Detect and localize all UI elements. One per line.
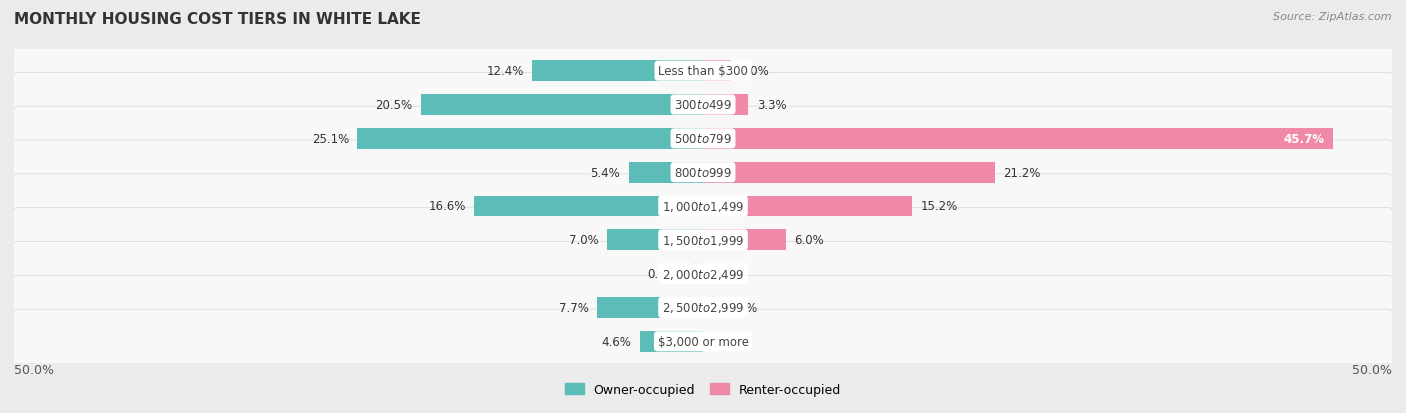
Text: 7.0%: 7.0% [568, 234, 599, 247]
Text: 4.6%: 4.6% [602, 335, 631, 348]
Bar [692, 263, 703, 285]
Bar [703, 95, 748, 116]
Text: $1,000 to $1,499: $1,000 to $1,499 [662, 199, 744, 214]
FancyBboxPatch shape [13, 141, 1393, 205]
Bar [640, 331, 703, 352]
Bar [598, 297, 703, 318]
FancyBboxPatch shape [13, 275, 1393, 340]
Text: 3.3%: 3.3% [756, 99, 786, 112]
Text: 20.5%: 20.5% [375, 99, 412, 112]
Text: $500 to $799: $500 to $799 [673, 133, 733, 145]
FancyBboxPatch shape [13, 73, 1393, 138]
Bar [357, 128, 703, 150]
Text: 6.0%: 6.0% [794, 234, 824, 247]
Bar [703, 230, 786, 251]
FancyBboxPatch shape [13, 107, 1393, 171]
Bar [703, 297, 711, 318]
Text: $2,500 to $2,999: $2,500 to $2,999 [662, 301, 744, 315]
FancyBboxPatch shape [13, 39, 1393, 104]
Text: 45.7%: 45.7% [1284, 133, 1324, 145]
Text: $800 to $999: $800 to $999 [673, 166, 733, 179]
Text: 15.2%: 15.2% [921, 200, 957, 213]
Text: 0.77%: 0.77% [647, 268, 685, 280]
Text: 21.2%: 21.2% [1004, 166, 1040, 179]
Text: 12.4%: 12.4% [486, 65, 524, 78]
Text: 0.0%: 0.0% [711, 335, 741, 348]
Text: 7.7%: 7.7% [558, 301, 589, 314]
Text: 16.6%: 16.6% [429, 200, 465, 213]
Bar [628, 162, 703, 183]
Text: 5.4%: 5.4% [591, 166, 620, 179]
Text: 25.1%: 25.1% [312, 133, 349, 145]
Bar [703, 162, 995, 183]
Text: $2,000 to $2,499: $2,000 to $2,499 [662, 267, 744, 281]
FancyBboxPatch shape [13, 174, 1393, 239]
Text: Less than $300: Less than $300 [658, 65, 748, 78]
Bar [420, 95, 703, 116]
Legend: Owner-occupied, Renter-occupied: Owner-occupied, Renter-occupied [560, 378, 846, 401]
Bar [703, 196, 912, 217]
Bar [474, 196, 703, 217]
Text: 50.0%: 50.0% [14, 363, 53, 376]
Text: $3,000 or more: $3,000 or more [658, 335, 748, 348]
Text: 0.0%: 0.0% [711, 268, 741, 280]
Text: 2.0%: 2.0% [738, 65, 769, 78]
Text: 0.66%: 0.66% [720, 301, 758, 314]
Bar [531, 61, 703, 82]
Bar [703, 61, 731, 82]
FancyBboxPatch shape [13, 208, 1393, 272]
Text: MONTHLY HOUSING COST TIERS IN WHITE LAKE: MONTHLY HOUSING COST TIERS IN WHITE LAKE [14, 12, 420, 27]
FancyBboxPatch shape [13, 242, 1393, 306]
Bar [703, 128, 1333, 150]
Bar [606, 230, 703, 251]
Text: $300 to $499: $300 to $499 [673, 99, 733, 112]
Text: $1,500 to $1,999: $1,500 to $1,999 [662, 233, 744, 247]
Text: Source: ZipAtlas.com: Source: ZipAtlas.com [1274, 12, 1392, 22]
FancyBboxPatch shape [13, 309, 1393, 374]
Text: 50.0%: 50.0% [1353, 363, 1392, 376]
